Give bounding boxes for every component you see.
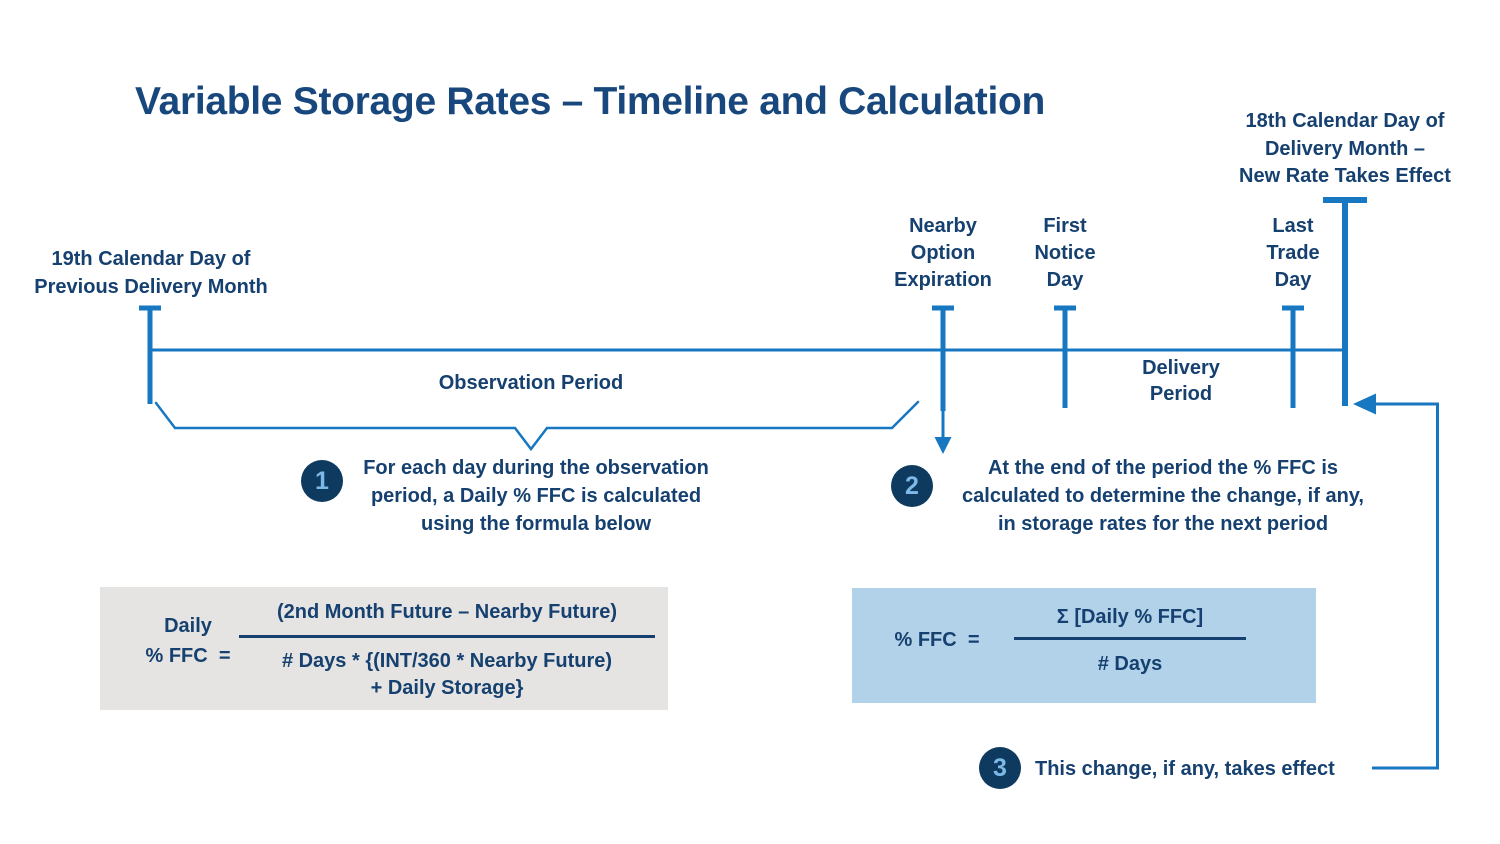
label-line: New Rate Takes Effect [1239,165,1451,187]
period-ffc-numerator: Σ [Daily % FFC] [1056,606,1204,628]
label-19th-calendar-day: 19th Calendar Day of Previous Delivery M… [34,245,267,301]
label-line: Option [910,242,976,264]
step-text-line: period, a Daily % FFC is calculated [370,485,702,507]
formula-denominator-line: # Days * {(INT/360 * Nearby Future) [281,650,613,672]
step3-effect-arrowhead-icon [1353,393,1376,415]
formula-denominator-line: + Daily Storage} [370,677,524,699]
step-3-text: This change, if any, takes effect [1035,758,1335,780]
step-3-badge: 3 [979,747,1021,789]
step-1-text: For each day during the observation peri… [363,454,709,538]
label-line: Day [1274,269,1312,291]
label-delivery-period: Delivery Period [1142,355,1220,407]
label-last-trade-day: Last Trade Day [1266,213,1319,294]
label-line: Expiration [894,269,992,291]
period-ffc-fraction-bar [1014,637,1246,640]
step3-effect-arrow [1372,402,1439,770]
label-observation-period: Observation Period [438,372,624,394]
label-line: Period [1149,383,1213,405]
label-line: 19th Calendar Day of [51,248,251,270]
period-ffc-label: % FFC = [894,629,980,651]
step-1-badge: 1 [301,460,343,502]
step-text-line: At the end of the period the % FFC is [987,457,1338,479]
step-text-line: using the formula below [420,513,651,535]
label-line: Day [1046,269,1084,291]
formula-label-line: Daily [164,615,212,637]
label-18th-calendar-day: 18th Calendar Day of Delivery Month – Ne… [1239,108,1451,191]
label-line: First [1043,215,1087,237]
label-line: 18th Calendar Day of [1245,110,1445,132]
label-line: Delivery [1142,357,1220,379]
step-3-number: 3 [993,753,1007,782]
daily-ffc-numerator: (2nd Month Future – Nearby Future) [277,601,617,623]
daily-ffc-fraction-bar [239,635,655,638]
label-line: Previous Delivery Month [34,276,268,298]
step-text-line: in storage rates for the next period [997,513,1329,535]
step-text-line: calculated to determine the change, if a… [962,485,1364,507]
label-line: Delivery Month – [1264,137,1426,160]
page-title: Variable Storage Rates – Timeline and Ca… [135,80,1046,123]
step-text-line: For each day during the observation [363,457,709,479]
step-2-text: At the end of the period the % FFC is ca… [962,454,1364,538]
label-nearby-option-expiration: Nearby Option Expiration [894,213,992,294]
observation-period-brace [154,400,920,452]
label-line: Notice [1034,242,1096,264]
period-ffc-denominator: # Days [1097,653,1163,675]
period-ffc-formula-box: % FFC = Σ [Daily % FFC] # Days [852,588,1316,703]
label-first-notice-day: First Notice Day [1034,213,1095,294]
step-2-badge: 2 [891,465,933,507]
label-line: Trade [1266,242,1320,264]
step2-down-arrowhead-icon [934,437,952,454]
daily-ffc-denominator: # Days * {(INT/360 * Nearby Future) + Da… [239,648,655,702]
step-1-number: 1 [315,466,329,495]
label-line: Nearby [909,215,977,237]
formula-label-line: % FFC = [145,645,231,667]
step-2-number: 2 [905,471,919,500]
daily-ffc-label: Daily % FFC = [118,611,258,671]
label-line: Last [1272,215,1314,237]
daily-ffc-formula-box: Daily % FFC = (2nd Month Future – Nearby… [100,587,668,710]
